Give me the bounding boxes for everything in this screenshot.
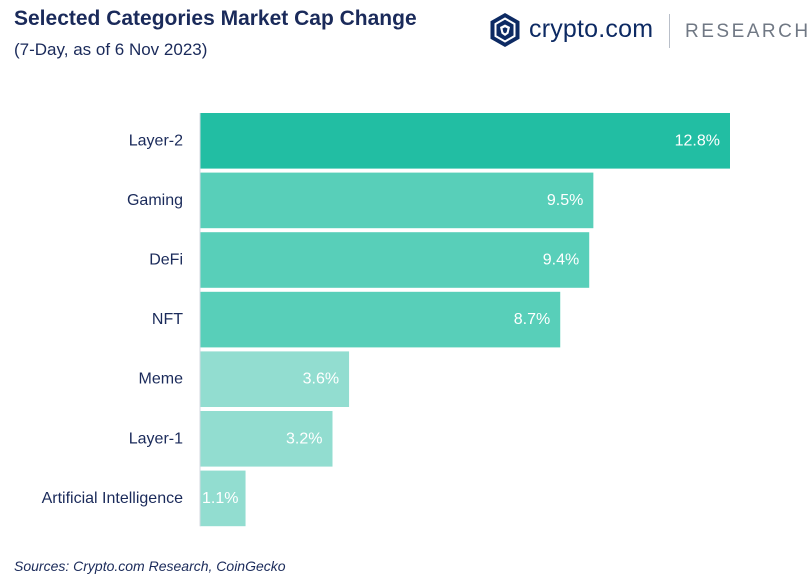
data-label: 9.5% [547, 192, 583, 209]
source-note: Sources: Crypto.com Research, CoinGecko [14, 558, 286, 574]
category-label: Layer-1 [129, 430, 183, 447]
data-label: 12.8% [675, 132, 720, 149]
crypto-com-lion-shield-icon [490, 13, 520, 47]
data-label: 1.1% [202, 490, 238, 507]
bar-artificial-intelligence [200, 470, 246, 527]
data-label: 3.6% [303, 371, 339, 388]
bar-nft [200, 291, 561, 348]
bar-defi [200, 232, 590, 288]
bar-meme [200, 351, 350, 407]
chart-title: Selected Categories Market Cap Change [14, 7, 417, 30]
category-label: Meme [139, 371, 184, 388]
chart-subtitle: (7-Day, as of 6 Nov 2023) [14, 40, 208, 59]
category-label: Gaming [127, 192, 183, 209]
brand-name: crypto.com [529, 15, 654, 43]
data-label: 8.7% [514, 311, 550, 328]
category-label: DeFi [149, 252, 183, 269]
bar-layer-1 [200, 411, 333, 467]
brand-division: RESEARCH [685, 21, 811, 42]
category-label: NFT [152, 311, 183, 328]
bar-layer-2 [200, 113, 730, 169]
category-label: Layer-2 [129, 132, 183, 149]
brand-logo: crypto.com RESEARCH [489, 12, 808, 50]
data-label: 3.2% [286, 430, 322, 447]
bar-gaming [200, 172, 594, 229]
brand-divider [669, 14, 670, 48]
category-label: Artificial Intelligence [42, 490, 184, 507]
bars: Layer-2 12.8% Gaming 9.5% DeFi 9.4% NFT 8.7% Mem… [42, 113, 730, 527]
data-label: 9.4% [543, 252, 579, 269]
